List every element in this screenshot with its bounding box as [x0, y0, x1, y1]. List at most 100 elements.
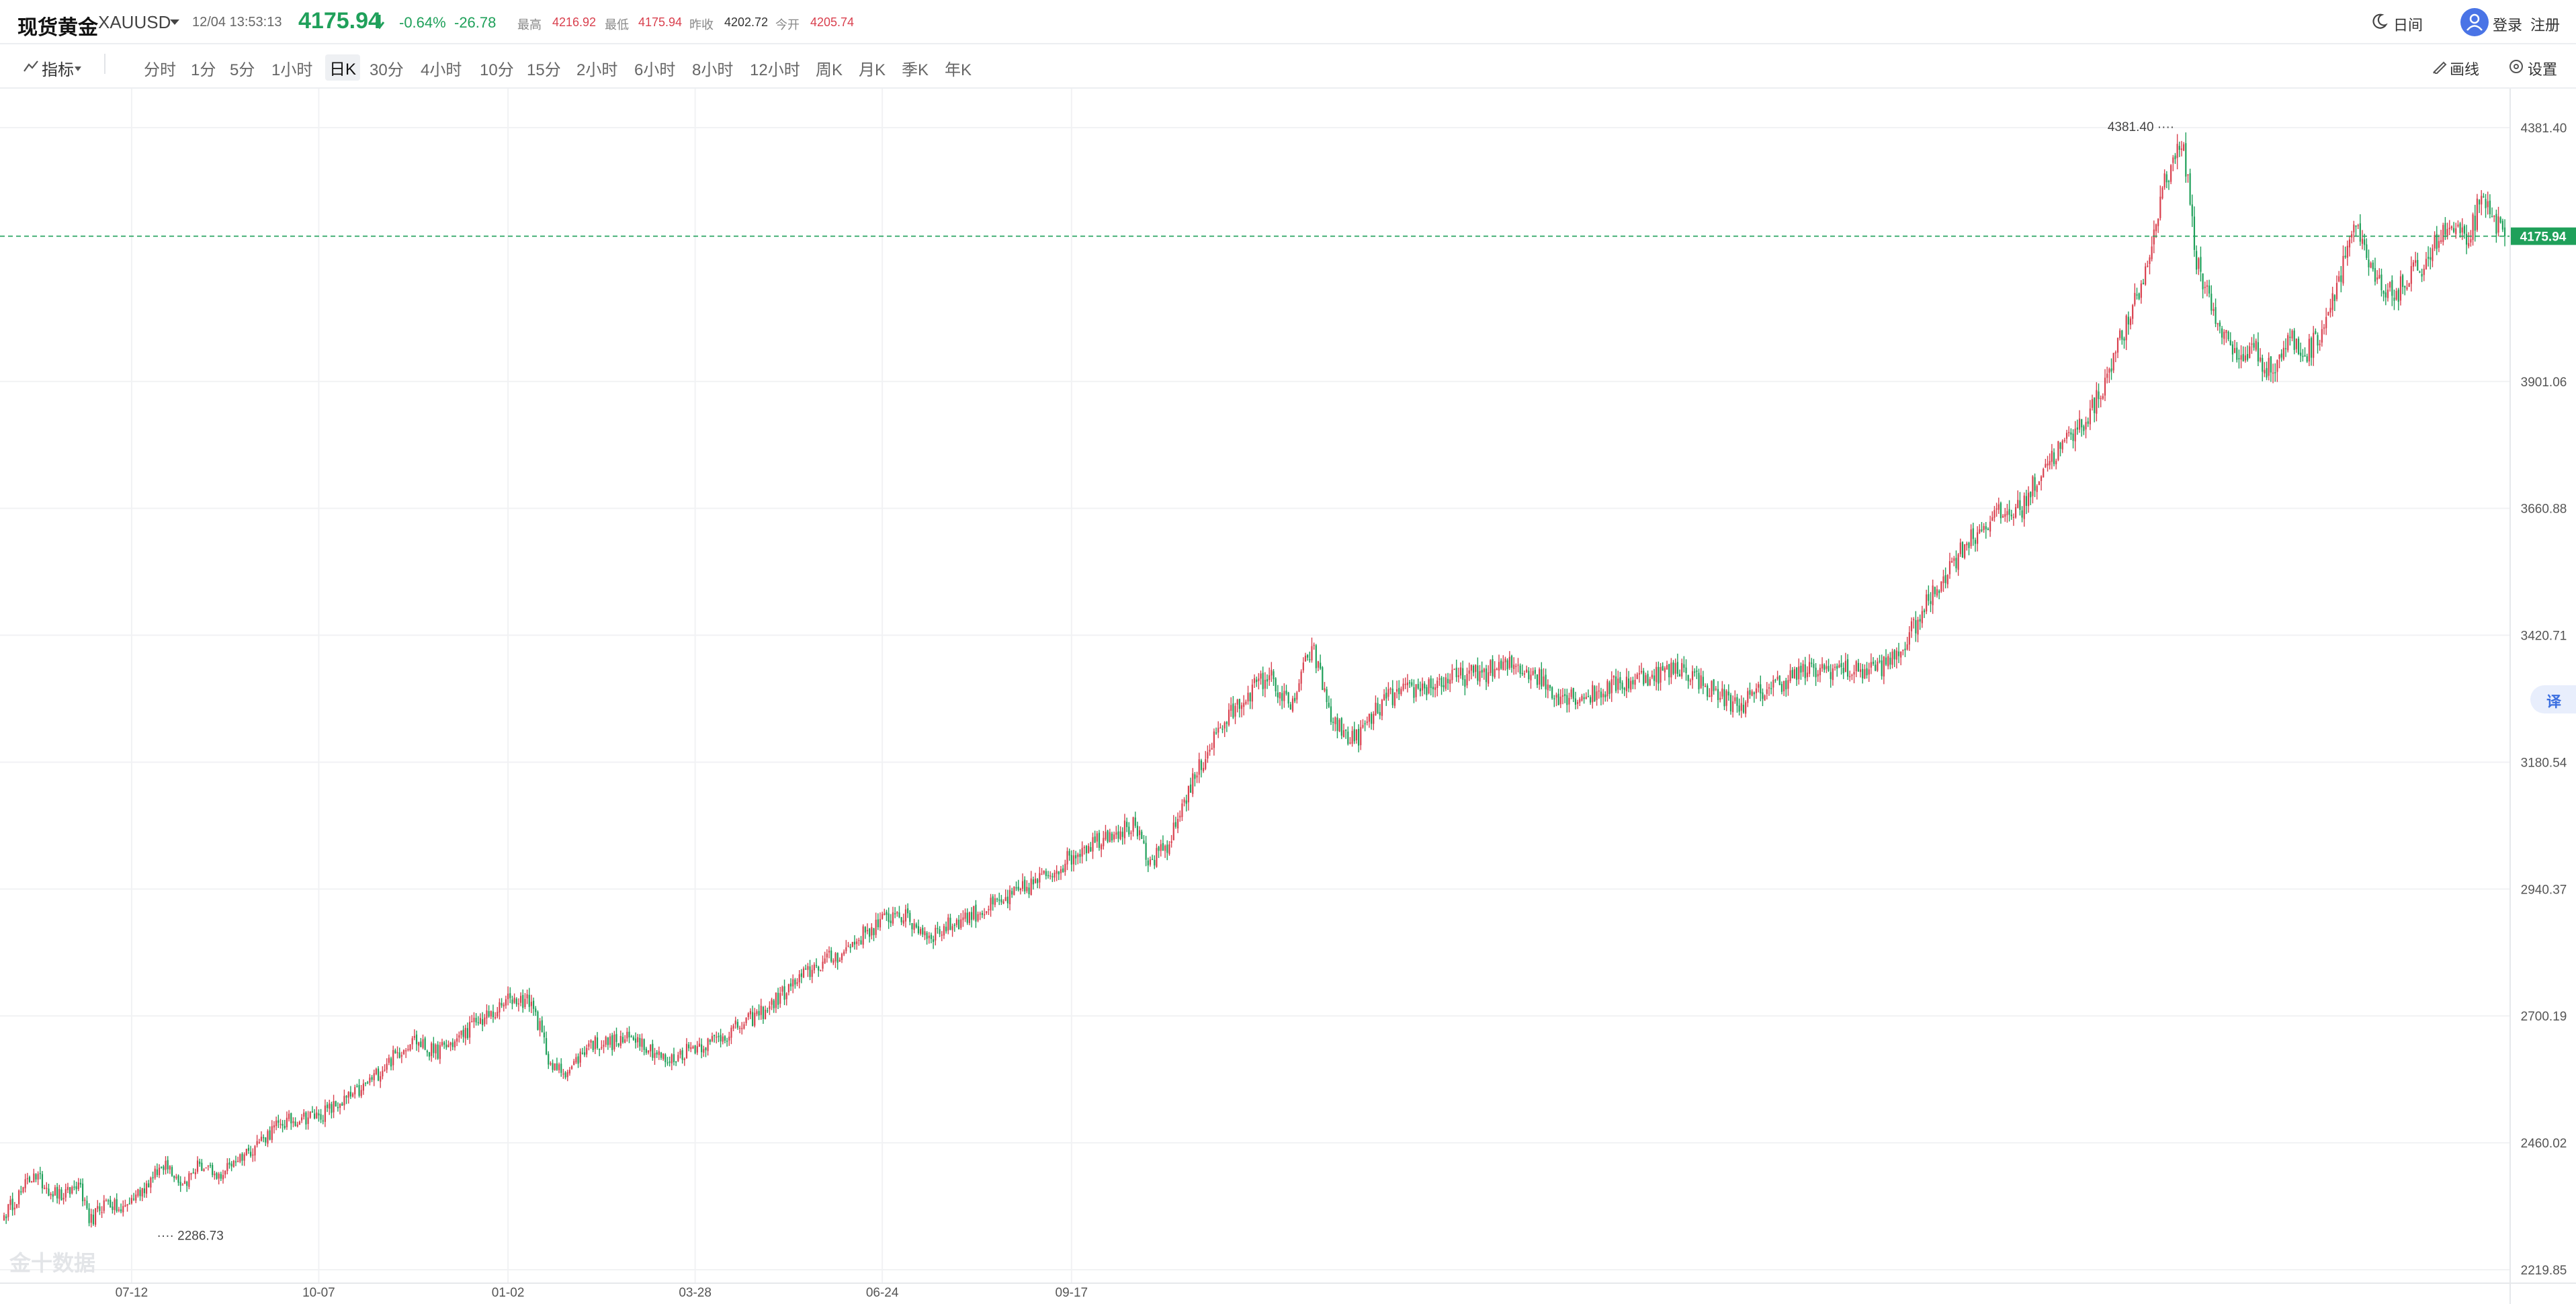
candle-body	[1589, 697, 1592, 703]
candle-body	[1402, 683, 1404, 690]
period-5m[interactable]: 5分	[230, 61, 255, 79]
period-quarterly[interactable]: 季K	[902, 61, 929, 79]
user-avatar-icon[interactable]	[2460, 8, 2489, 40]
candle-body	[1164, 845, 1166, 851]
candle-body	[205, 1167, 207, 1169]
candle-body	[1075, 855, 1077, 859]
candle-body	[1119, 831, 1121, 839]
period-fenshi[interactable]: 分时	[144, 61, 176, 79]
candle-body	[2419, 271, 2421, 273]
indicator-icon[interactable]	[23, 59, 39, 76]
candle-body	[1360, 727, 1362, 746]
candle-body	[1853, 672, 1855, 675]
candle-body	[1123, 820, 1126, 838]
period-4h[interactable]: 4小时	[421, 61, 462, 79]
candle-body	[851, 942, 853, 947]
candle-body	[909, 912, 911, 922]
candle-body	[1358, 728, 1360, 746]
candle-body	[490, 1010, 492, 1016]
candle-body	[641, 1038, 643, 1047]
candle-body	[1681, 662, 1683, 677]
moon-icon[interactable]	[2370, 13, 2388, 34]
candle-body	[2306, 356, 2308, 362]
period-2h[interactable]: 2小时	[576, 61, 618, 79]
candle-body	[447, 1044, 449, 1047]
candle-body	[2217, 322, 2219, 324]
candle-body	[2461, 227, 2463, 232]
candle-body	[1787, 680, 1789, 689]
candle-body	[1304, 655, 1307, 662]
candle-body	[714, 1035, 716, 1037]
candle-body	[2272, 372, 2274, 374]
candle-body	[1170, 841, 1172, 843]
period-8h[interactable]: 8小时	[692, 61, 734, 79]
candle-body	[543, 1032, 546, 1038]
candle-body	[65, 1189, 67, 1198]
period-10m[interactable]: 10分	[480, 61, 514, 79]
candle-body	[280, 1123, 282, 1125]
candle-body	[46, 1187, 48, 1189]
candle-body	[1893, 650, 1895, 660]
register-link[interactable]: 注册	[2530, 17, 2561, 34]
candle-body	[220, 1174, 222, 1179]
symbol-selector[interactable]: XAUUSD	[98, 12, 171, 32]
candle-body	[1564, 694, 1566, 697]
settings-icon[interactable]	[2509, 59, 2524, 77]
candle-body	[1634, 679, 1636, 685]
candle-body	[2225, 330, 2227, 333]
indicator-menu[interactable]: 指标	[42, 61, 74, 79]
candle-body	[94, 1208, 97, 1225]
caret-down-icon[interactable]	[169, 17, 180, 30]
candle-body	[1002, 901, 1004, 904]
candle-body	[1234, 705, 1236, 717]
period-12h[interactable]: 12小时	[750, 61, 800, 79]
candle-body	[566, 1072, 568, 1078]
candle-body	[866, 930, 869, 932]
period-monthly[interactable]: 月K	[859, 61, 886, 79]
candle-body	[1981, 529, 1983, 531]
candle-body	[743, 1024, 745, 1029]
candle-body	[736, 1022, 739, 1028]
period-6h[interactable]: 6小时	[634, 61, 676, 79]
theme-toggle[interactable]: 日间	[2393, 17, 2423, 34]
candle-body	[337, 1106, 339, 1109]
candle-body	[1570, 689, 1572, 697]
candle-body	[1691, 671, 1694, 681]
candle-body	[1451, 670, 1453, 681]
period-1m[interactable]: 1分	[191, 61, 216, 79]
candle-body	[2501, 220, 2503, 230]
candle-body	[955, 919, 958, 925]
period-daily[interactable]: 日K	[325, 54, 361, 81]
candle-body	[1115, 832, 1117, 835]
candle-body	[830, 950, 832, 962]
period-weekly[interactable]: 周K	[816, 61, 843, 79]
login-link[interactable]: 登录	[2493, 17, 2523, 34]
candlestick-chart[interactable]: 4381.40 ···· ···· 2286.73 4175.94 4381.40 3…	[0, 89, 2576, 1304]
caret-down-icon[interactable]	[74, 63, 82, 75]
candle-body	[1211, 748, 1213, 750]
candle-body	[1336, 717, 1338, 731]
candle-body	[1328, 703, 1330, 707]
candle-body	[726, 1041, 728, 1042]
period-30m[interactable]: 30分	[370, 61, 404, 79]
candle-body	[1043, 870, 1045, 874]
candle-body	[2025, 496, 2028, 507]
draw-line-icon[interactable]	[2432, 59, 2447, 77]
settings-button[interactable]: 设置	[2528, 61, 2558, 78]
candle-body	[186, 1181, 188, 1186]
translate-button[interactable]: 译	[2530, 685, 2576, 713]
candle-body	[13, 1207, 15, 1210]
candle-body	[2074, 429, 2076, 441]
candle-body	[2185, 143, 2187, 177]
period-yearly[interactable]: 年K	[945, 61, 972, 79]
candle-body	[1428, 679, 1430, 694]
candle-body	[469, 1022, 471, 1038]
draw-line-button[interactable]: 画线	[2450, 61, 2480, 78]
candle-body	[2315, 331, 2317, 334]
candle-body	[2321, 329, 2323, 343]
candle-body	[143, 1188, 145, 1193]
candle-body	[1271, 670, 1273, 676]
period-15m[interactable]: 15分	[527, 61, 561, 79]
period-1h[interactable]: 1小时	[271, 61, 313, 79]
candle-body	[1413, 687, 1415, 698]
